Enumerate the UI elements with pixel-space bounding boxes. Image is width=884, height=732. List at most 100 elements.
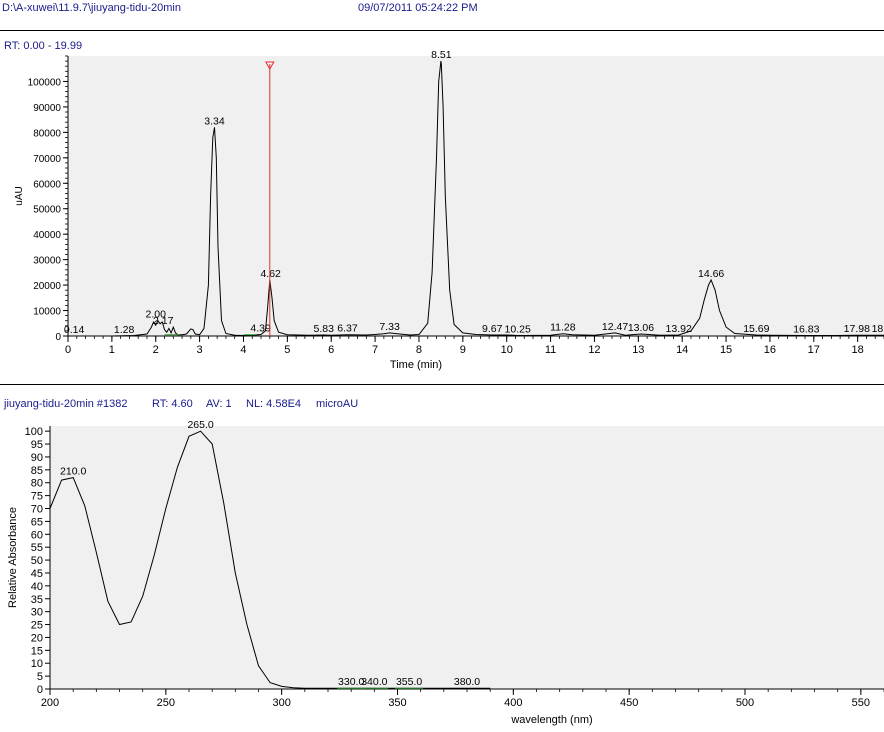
plot-area bbox=[68, 56, 884, 336]
y-tick-label: 0 bbox=[55, 332, 61, 343]
y-tick-label: 45 bbox=[31, 568, 43, 580]
rt-cursor-marker[interactable] bbox=[264, 61, 275, 71]
peak-label: 13.06 bbox=[628, 322, 654, 334]
spectrum-title: jiuyang-tidu-20min #1382 bbox=[4, 398, 128, 410]
chromatogram-chart: 0 1 2 3 4 5 6 7 8 9 10 11 12 13 14 15 16 17 18010000200003… bbox=[14, 49, 884, 371]
y-tick-label: 90000 bbox=[33, 103, 61, 114]
x-tick-label: 14 bbox=[676, 344, 688, 356]
x-tick-label: 10 bbox=[501, 344, 513, 356]
y-tick-label: 20 bbox=[31, 632, 43, 644]
x-tick-label: 350 bbox=[388, 697, 406, 709]
spectrum-chart: 200 250 300 350 400 450 500 550 0510152025303540… bbox=[7, 419, 884, 726]
timestamp: 09/07/2011 05:24:22 PM bbox=[358, 2, 478, 14]
peak-label: 210.0 bbox=[60, 466, 86, 478]
x-tick-label: 250 bbox=[157, 697, 175, 709]
y-axis-title: Relative Absorbance bbox=[7, 507, 19, 608]
spectrum-rt: RT: 4.60 bbox=[152, 398, 193, 410]
peak-label: 15.69 bbox=[743, 323, 769, 335]
y-tick-label: 50 bbox=[31, 555, 43, 567]
x-tick-label: 18 bbox=[852, 344, 864, 356]
y-axis-title: uAU bbox=[14, 186, 25, 205]
y-tick-label: 40 bbox=[31, 581, 43, 593]
peak-label: 1.28 bbox=[114, 324, 135, 336]
y-tick-label: 70 bbox=[31, 504, 43, 516]
spectrum-units: microAU bbox=[316, 398, 359, 410]
y-tick-label: 90 bbox=[31, 452, 43, 464]
x-tick-label: 550 bbox=[852, 697, 870, 709]
file-path: D:\A-xuwei\11.9.7\jiuyang-tidu-20min bbox=[2, 2, 181, 14]
x-axis-title: wavelength (nm) bbox=[510, 714, 592, 726]
y-tick-label: 40000 bbox=[33, 230, 61, 241]
x-tick-label: 11 bbox=[545, 344, 556, 356]
x-tick-label: 450 bbox=[620, 697, 638, 709]
series-line bbox=[68, 61, 884, 336]
x-tick-label: 8 bbox=[416, 344, 422, 356]
x-axis-title: Time (min) bbox=[390, 359, 442, 371]
peak-label: 12.47 bbox=[602, 321, 628, 333]
y-tick-label: 50000 bbox=[33, 205, 61, 216]
y-tick-label: 25 bbox=[31, 620, 43, 632]
peak-label: 5.83 bbox=[314, 323, 335, 335]
y-tick-label: 15 bbox=[31, 645, 43, 657]
x-tick-label: 15 bbox=[720, 344, 732, 356]
peak-label: 340.0 bbox=[361, 676, 387, 688]
x-tick-label: 400 bbox=[504, 697, 522, 709]
y-tick-label: 80000 bbox=[33, 128, 61, 139]
peak-label: 11.28 bbox=[550, 322, 576, 334]
peak-label: 13.92 bbox=[666, 323, 692, 335]
plot-area bbox=[50, 426, 884, 689]
peak-label: 380.0 bbox=[454, 676, 480, 688]
peak-label: 2.00 bbox=[146, 309, 167, 321]
y-tick-label: 0 bbox=[37, 684, 43, 696]
y-tick-label: 100000 bbox=[28, 77, 62, 88]
x-tick-label: 4 bbox=[240, 344, 246, 356]
peak-label: 4.39 bbox=[250, 322, 271, 334]
spectrum-av: AV: 1 bbox=[206, 398, 232, 410]
y-tick-label: 10000 bbox=[33, 307, 61, 318]
peak-label: 9.67 bbox=[482, 323, 503, 335]
y-tick-label: 30000 bbox=[33, 256, 61, 267]
y-tick-label: 55 bbox=[31, 542, 43, 554]
peak-label: 265.0 bbox=[187, 419, 213, 431]
x-tick-label: 7 bbox=[372, 344, 378, 356]
x-tick-label: 13 bbox=[632, 344, 644, 356]
peak-label: 3.34 bbox=[204, 115, 225, 127]
peak-label: 16.83 bbox=[793, 323, 819, 335]
peak-label: 355.0 bbox=[396, 676, 422, 688]
peak-label: 17.98 bbox=[844, 323, 870, 335]
y-tick-label: 80 bbox=[31, 478, 43, 490]
x-tick-label: 17 bbox=[808, 344, 820, 356]
x-tick-label: 0 bbox=[65, 344, 71, 356]
y-tick-label: 20000 bbox=[33, 281, 61, 292]
x-tick-label: 12 bbox=[588, 344, 600, 356]
rt-range: RT: 0.00 - 19.99 bbox=[4, 40, 83, 52]
x-tick-label: 500 bbox=[736, 697, 754, 709]
y-tick-label: 85 bbox=[31, 465, 43, 477]
peak-label: 0.14 bbox=[64, 324, 85, 336]
y-tick-label: 30 bbox=[31, 607, 43, 619]
spectrum-nl: NL: 4.58E4 bbox=[246, 398, 302, 410]
y-tick-label: 5 bbox=[37, 671, 43, 683]
x-tick-label: 9 bbox=[460, 344, 466, 356]
peak-label: 8.51 bbox=[431, 49, 452, 61]
x-tick-label: 6 bbox=[328, 344, 334, 356]
peak-label: 7.33 bbox=[379, 321, 400, 333]
x-tick-label: 300 bbox=[272, 697, 290, 709]
x-tick-label: 1 bbox=[109, 344, 115, 356]
y-tick-label: 60000 bbox=[33, 179, 61, 190]
peak-label: 2.17 bbox=[153, 315, 174, 327]
y-tick-label: 70000 bbox=[33, 154, 61, 165]
y-tick-label: 35 bbox=[31, 594, 43, 606]
y-tick-label: 75 bbox=[31, 491, 43, 503]
x-tick-label: 200 bbox=[41, 697, 59, 709]
x-tick-label: 2 bbox=[153, 344, 159, 356]
peak-label: 10.25 bbox=[505, 323, 531, 335]
x-tick-label: 5 bbox=[284, 344, 290, 356]
y-tick-label: 100 bbox=[25, 426, 43, 438]
y-tick-label: 65 bbox=[31, 516, 43, 528]
peak-label: 18 bbox=[872, 323, 884, 335]
peak-label: 4.62 bbox=[260, 268, 281, 280]
x-tick-label: 16 bbox=[764, 344, 776, 356]
peak-label: 330.0 bbox=[338, 676, 364, 688]
